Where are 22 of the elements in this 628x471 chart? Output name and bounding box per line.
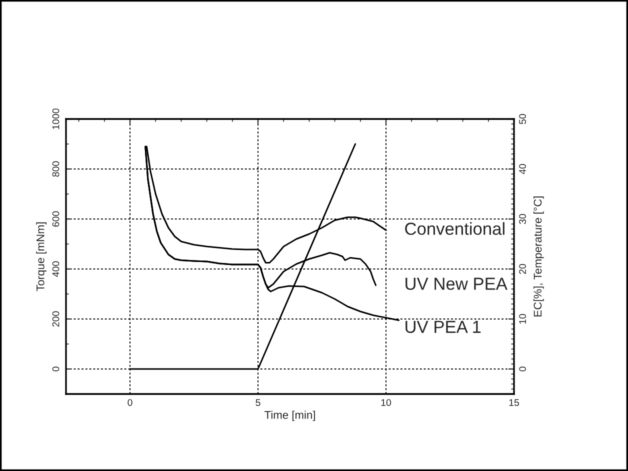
y-tick-label: 800 <box>52 161 60 177</box>
series-label: UV New PEA <box>406 278 508 290</box>
x-tick-label: 5 <box>256 399 260 406</box>
x-tick-label: 15 <box>509 399 519 406</box>
y-tick-label: 600 <box>52 211 60 227</box>
y-tick-label: 200 <box>52 311 60 327</box>
y2-axis-title: EC[%], Temperature [°C] <box>533 196 544 316</box>
y2-tick-label: 50 <box>519 114 526 124</box>
x-axis-title: Time [min] <box>264 410 315 422</box>
y-tick-label: 0 <box>52 366 60 372</box>
series-label: Conventional <box>405 222 504 235</box>
y2-tick-label: 10 <box>519 314 526 324</box>
y2-tick-label: 30 <box>519 214 526 224</box>
x-tick-label: 10 <box>381 399 392 406</box>
y2-tick-label: 0 <box>519 366 526 372</box>
y-tick-label: 1000 <box>52 108 60 130</box>
x-tick-label: 0 <box>128 399 132 406</box>
y-axis-title: Torque [mNm] <box>36 222 47 292</box>
y2-tick-label: 20 <box>519 264 526 274</box>
series-label: UV PEA 1 <box>406 320 481 333</box>
y-tick-label: 400 <box>52 261 60 277</box>
y2-tick-label: 40 <box>519 164 526 174</box>
